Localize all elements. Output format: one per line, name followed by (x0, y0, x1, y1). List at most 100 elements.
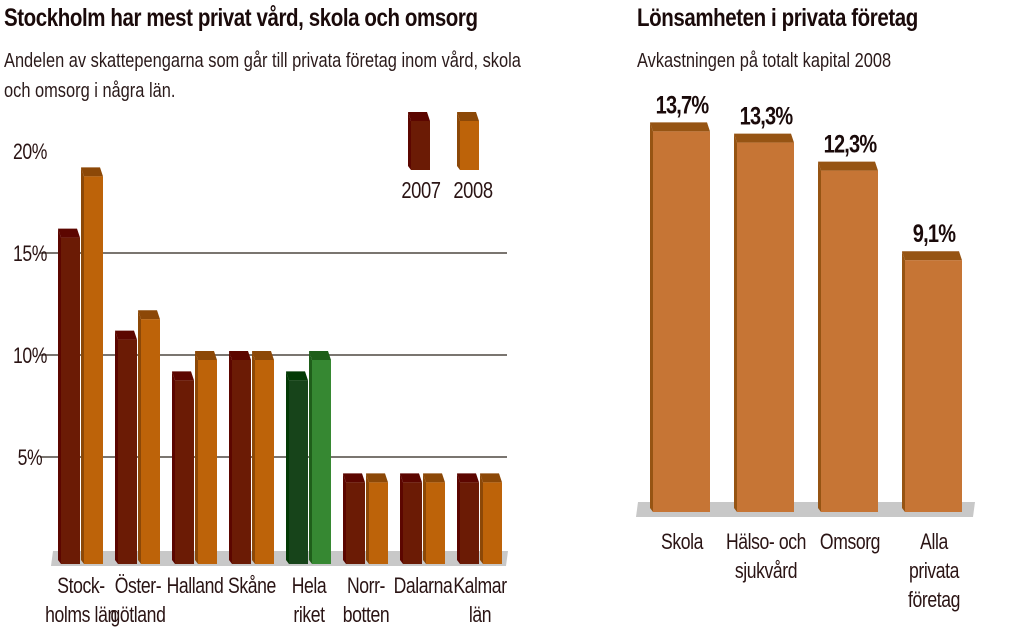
bar-2007 (400, 473, 422, 564)
bar-2007 (58, 228, 80, 564)
category-label: Norr- (347, 574, 385, 598)
data-label: 13,7% (656, 91, 709, 119)
left-chart-subtitle-line-1: Andelen av skattepengarna som går till p… (4, 50, 521, 72)
legend-swatch-2008-side (457, 112, 460, 170)
profitability-bar (818, 161, 878, 512)
left-chart-title: Stockholm har mest privat vård, skola oc… (4, 4, 478, 32)
bar-2008-side (138, 310, 141, 564)
profitability-bar-cap (902, 251, 962, 261)
category-label: Skåne (228, 574, 276, 598)
bar-2008 (366, 473, 388, 564)
bar-2008-cap (81, 167, 103, 177)
bar-2008-front (84, 176, 103, 564)
bar-2007 (172, 371, 194, 564)
bar-2008 (480, 473, 502, 564)
bar-2007-front (289, 380, 308, 564)
bar-2008-cap (309, 351, 331, 360)
category-label: Hela (292, 574, 328, 598)
category-label: götland (111, 603, 166, 627)
profitability-bar (650, 122, 710, 513)
bar-2007-cap (115, 330, 137, 340)
bar-2007-cap (400, 473, 422, 483)
category-label: Halland (167, 574, 224, 598)
bar-2008 (252, 351, 274, 564)
profitability-bar-side (734, 133, 737, 512)
bar-2007-front (175, 380, 194, 564)
category-label: Alla (920, 530, 949, 554)
y-tick-label: 10% (13, 344, 47, 368)
category-label: riket (293, 603, 325, 627)
data-label: 12,3% (824, 131, 877, 159)
profitability-bar-cap (650, 122, 710, 132)
y-tick-label: 20% (13, 140, 47, 164)
bar-2008-side (480, 473, 483, 564)
bar-2007-front (403, 482, 422, 564)
bar-2008-side (81, 167, 84, 564)
bar-2008-front (141, 319, 160, 564)
bar-2008-cap (480, 473, 502, 483)
category-label: län (469, 603, 491, 627)
bar-2007 (343, 473, 365, 564)
category-label: privata (909, 559, 960, 583)
profitability-bar-front (653, 131, 710, 512)
category-label: Dalarna (394, 574, 454, 598)
left-chart-subtitle-line-2: och omsorg i några län. (4, 80, 176, 102)
bar-2008-cap (195, 351, 217, 360)
category-label: holms län (45, 603, 117, 627)
bar-2008-front (426, 482, 445, 564)
bar-2007-front (232, 360, 251, 564)
profitability-bar-front (905, 260, 962, 512)
data-label: 9,1% (913, 220, 956, 248)
legend-swatch-2007-side (408, 112, 411, 170)
bar-2008-front (483, 482, 502, 564)
bar-2007-cap (457, 473, 479, 483)
bar-2008-cap (366, 473, 388, 483)
bar-2008 (423, 473, 445, 564)
y-tick-label: 15% (13, 242, 47, 266)
profitability-bar (902, 251, 962, 512)
data-label: 13,3% (740, 103, 793, 131)
bar-2008-side (252, 351, 255, 564)
bar-2007-side (229, 351, 232, 564)
category-label: Omsorg (820, 530, 880, 554)
bar-2008-side (366, 473, 369, 564)
bar-2008 (138, 310, 160, 564)
right-chart-subtitle: Avkastningen på totalt kapital 2008 (637, 50, 892, 72)
profitability-bar (734, 133, 794, 512)
legend-label-2008: 2008 (453, 178, 492, 203)
bar-2007-cap (286, 371, 308, 381)
bar-2008 (195, 351, 217, 564)
bar-2008-front (369, 482, 388, 564)
y-tick-label: 5% (18, 446, 43, 470)
bar-2007 (115, 330, 137, 564)
bar-2007-side (115, 330, 118, 564)
bar-2007-side (400, 473, 403, 564)
legend-swatch-2008-cap (457, 112, 479, 121)
bar-2007-cap (58, 228, 80, 238)
profitability-bar-cap (734, 133, 794, 143)
bar-2007 (457, 473, 479, 564)
bar-2007 (286, 371, 308, 564)
bar-2008 (81, 167, 103, 564)
category-label: Hälso- och (726, 530, 806, 554)
bar-2007-cap (343, 473, 365, 483)
category-label: sjukvård (735, 559, 797, 583)
right-chart-title: Lönsamheten i privata företag (637, 4, 918, 32)
category-label: botten (343, 603, 390, 627)
profitability-bar-cap (818, 161, 878, 171)
bar-2007-front (460, 482, 479, 564)
category-label: Öster- (115, 574, 161, 598)
legend-swatch-2007 (408, 112, 430, 170)
profitability-bar-side (818, 161, 821, 512)
bar-2007-front (118, 339, 137, 564)
bar-2007-cap (229, 351, 251, 360)
profitability-bar-front (737, 142, 794, 512)
bar-2007-side (172, 371, 175, 564)
bar-2008-side (309, 351, 312, 564)
bar-2007 (229, 351, 251, 564)
bar-2008-side (423, 473, 426, 564)
legend-swatch-2007-cap (408, 112, 430, 121)
profitability-bar-side (902, 251, 905, 512)
bar-2007-side (457, 473, 460, 564)
bar-2008-side (195, 351, 198, 564)
